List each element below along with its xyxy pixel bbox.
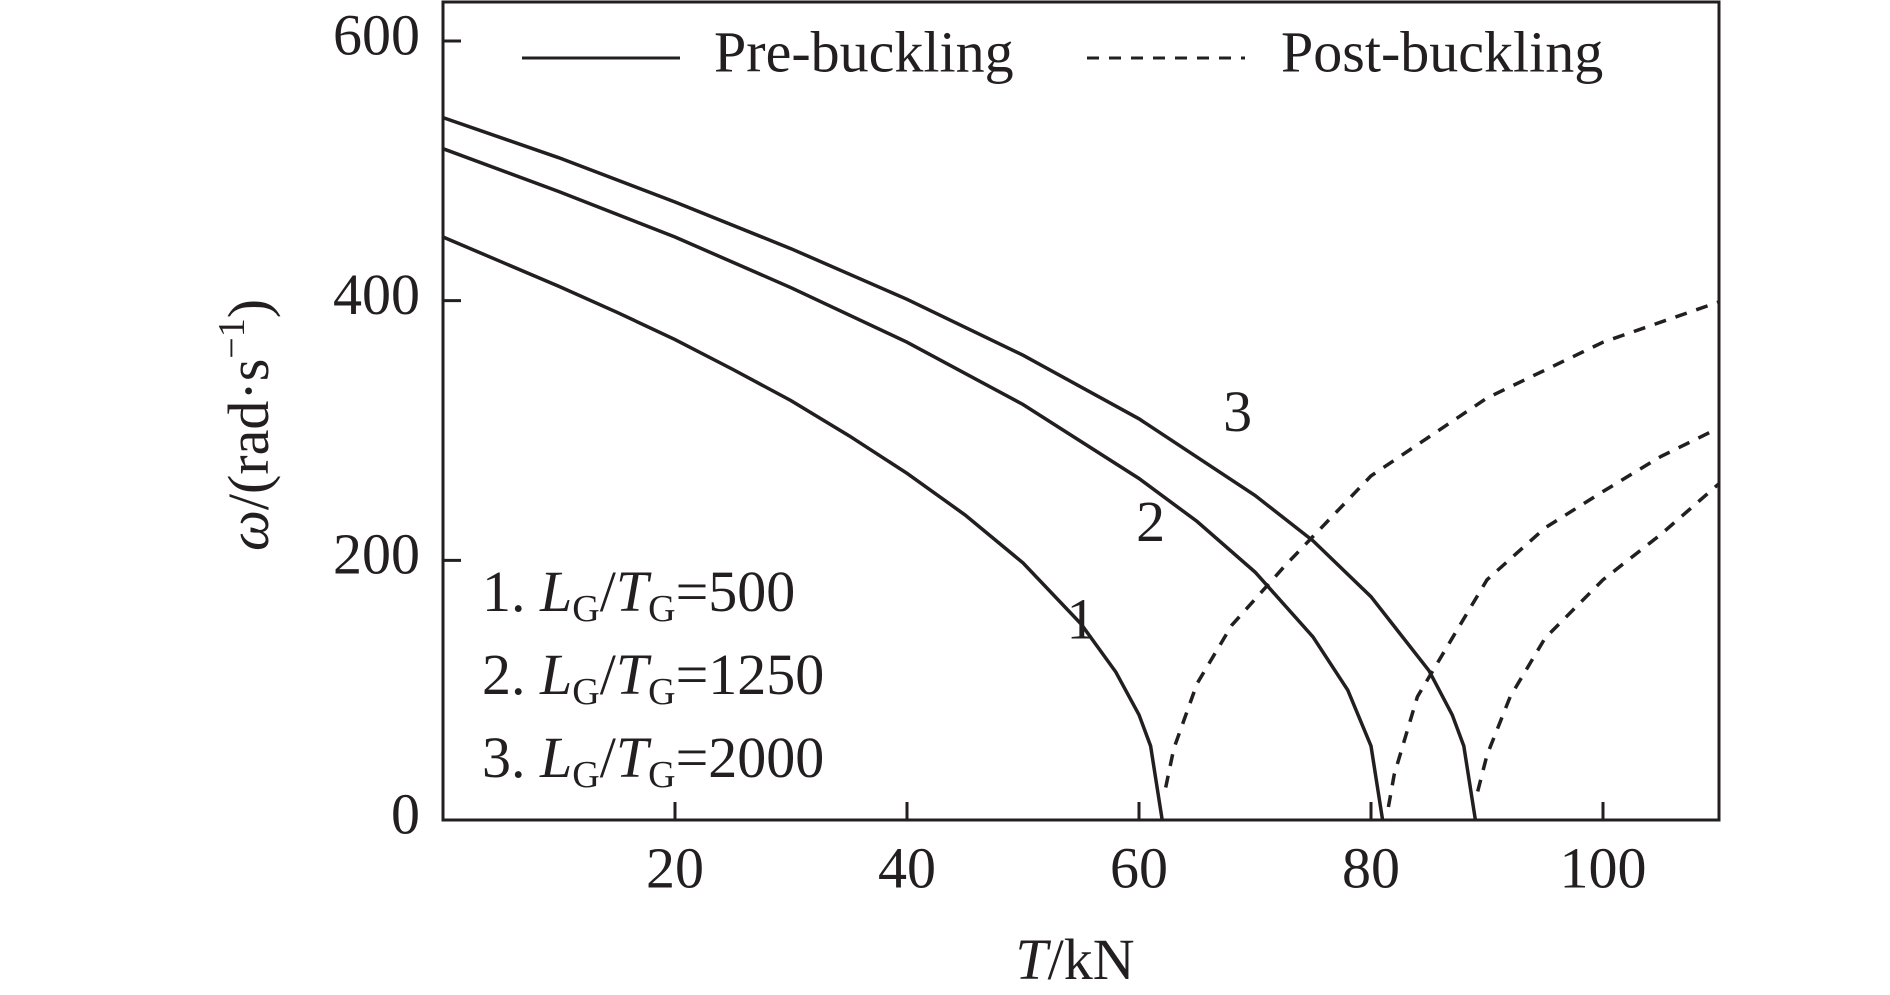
key-part: L [539, 559, 572, 624]
key-part: =2000 [676, 725, 825, 790]
key-text: 1. LG/TG=500 [482, 559, 795, 629]
key-part: / [600, 725, 617, 790]
series-line [442, 115, 1478, 821]
key-part: =500 [676, 559, 796, 624]
plot-frame [441, 0, 1721, 822]
key-part: / [600, 559, 617, 624]
key-part: / [600, 642, 617, 707]
curve-label: 2 [1136, 489, 1165, 554]
x-label-part: /kN [1048, 927, 1135, 992]
key-part: T [616, 725, 652, 790]
y-tick-label: 400 [333, 262, 420, 327]
key-text: 2. LG/TG=1250 [482, 642, 824, 712]
key-part: 3. [482, 725, 540, 790]
key-part: =1250 [676, 642, 825, 707]
series-line [1386, 426, 1720, 808]
x-axis-label: T/kN [1015, 927, 1134, 992]
y-axis-label: ω/(rad·s−1) [211, 299, 282, 551]
series-line [1476, 482, 1721, 792]
key-part: 2. [482, 642, 540, 707]
y-label-part: /(rad·s [216, 359, 281, 510]
key-part: T [616, 642, 652, 707]
legend-label: Pre-buckling [714, 19, 1014, 84]
x-tick-label: 20 [646, 835, 704, 900]
key-part: G [572, 754, 599, 796]
x-tick-label: 40 [878, 835, 936, 900]
series-line [442, 235, 1164, 821]
key-part: L [539, 725, 572, 790]
x-tick-label: 80 [1342, 835, 1400, 900]
y-label-part: −1 [211, 318, 253, 358]
key-part: L [539, 642, 572, 707]
y-label-part: ω [216, 510, 281, 551]
y-tick-label: 600 [333, 2, 420, 67]
key-part: T [616, 559, 652, 624]
key-part: G [648, 754, 675, 796]
key-text: 3. LG/TG=2000 [482, 725, 824, 795]
key-part: 1. [482, 559, 540, 624]
y-tick-label: 0 [391, 781, 420, 846]
key-part: G [648, 588, 675, 630]
key-part: G [648, 671, 675, 713]
key-part: G [572, 588, 599, 630]
series-line [442, 147, 1385, 821]
curve-label: 1 [1067, 587, 1096, 652]
x-label-part: T [1015, 927, 1051, 992]
key-part: G [572, 671, 599, 713]
x-tick-label: 60 [1110, 835, 1168, 900]
y-tick-label: 200 [333, 522, 420, 587]
legend-label: Post-buckling [1281, 19, 1603, 84]
x-tick-label: 100 [1560, 835, 1647, 900]
curve-label: 3 [1223, 379, 1252, 444]
y-label-part: ) [216, 299, 281, 318]
series-line [1163, 300, 1720, 788]
